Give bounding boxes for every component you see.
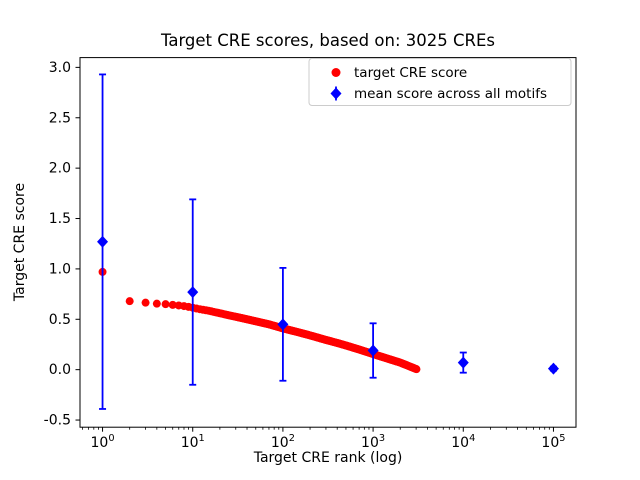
x-tick-label: 102 (271, 433, 295, 451)
red-scatter-point (168, 300, 177, 309)
red-scatter-point (125, 297, 134, 306)
legend-entry-target-cre-score: target CRE score (354, 65, 467, 81)
y-tick-label: 1.0 (49, 261, 71, 277)
x-axis-ticks: 100 101 102 103 104 105 (82, 427, 565, 451)
red-scatter-point (152, 299, 161, 308)
chart-title: Target CRE scores, based on: 3025 CREs (160, 31, 495, 50)
red-scatter-point (412, 365, 421, 374)
legend-box (308, 58, 572, 106)
y-tick-label: 3.0 (49, 60, 71, 76)
y-tick-label: 2.0 (49, 161, 71, 177)
x-tick-label: 104 (451, 433, 475, 451)
blue-diamond-marker (457, 356, 469, 369)
red-scatter-point (141, 298, 150, 307)
legend-marker-diamond-icon (330, 87, 342, 100)
blue-diamond-marker (97, 235, 109, 248)
x-axis-label: Target CRE rank (log) (253, 450, 403, 466)
blue-diamond-marker (277, 318, 289, 331)
x-tick-label: 103 (361, 433, 385, 451)
y-axis-label: Target CRE score (12, 183, 28, 302)
blue-diamond-marker (187, 286, 199, 299)
y-tick-label: 0.0 (49, 362, 71, 378)
legend: target CRE score mean score across all m… (308, 58, 572, 106)
series-target-cre-score (98, 267, 421, 374)
y-axis-ticks: -0.5 0.0 0.5 1.0 1.5 2.0 2.5 3.0 (44, 60, 80, 429)
x-tick-label: 100 (91, 433, 115, 451)
x-tick-label: 101 (181, 433, 205, 451)
series-mean-score-errorbars (97, 73, 559, 410)
x-tick-label: 105 (541, 433, 565, 451)
y-tick-label: -0.5 (44, 413, 71, 429)
y-tick-label: 1.5 (49, 211, 71, 227)
legend-entry-mean-score: mean score across all motifs (354, 86, 547, 102)
legend-marker-circle-icon (331, 68, 341, 77)
y-tick-label: 2.5 (49, 110, 71, 126)
y-tick-label: 0.5 (49, 312, 71, 328)
axes-frame (79, 57, 577, 428)
red-scatter-point (161, 300, 170, 309)
blue-diamond-marker (547, 362, 559, 375)
blue-diamond-marker (367, 344, 379, 357)
